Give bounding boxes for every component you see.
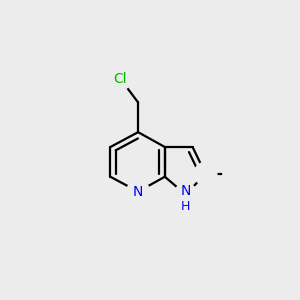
- Circle shape: [223, 162, 246, 185]
- Circle shape: [127, 180, 149, 203]
- Text: H: H: [181, 200, 190, 213]
- Text: Cl: Cl: [113, 72, 127, 86]
- Circle shape: [174, 183, 197, 206]
- Circle shape: [109, 67, 132, 90]
- Text: N: N: [133, 184, 143, 199]
- Text: N: N: [181, 184, 191, 198]
- Circle shape: [194, 162, 217, 185]
